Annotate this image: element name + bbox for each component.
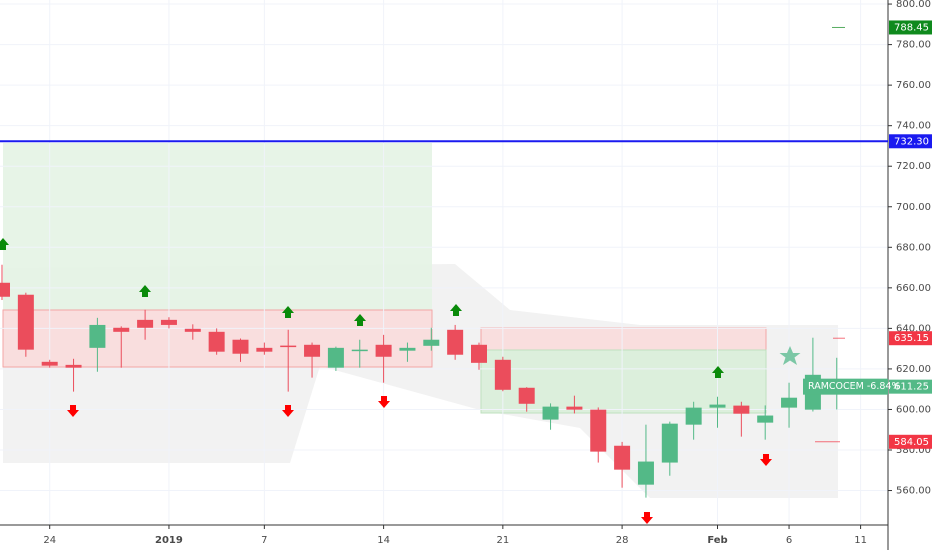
- y-tick-label: 680.00: [896, 242, 931, 253]
- candle-body: [661, 423, 678, 463]
- candle-body: [89, 324, 106, 348]
- zones: [2, 143, 838, 498]
- price-tag-label: 611.25: [894, 382, 929, 393]
- candle-body: [113, 327, 130, 332]
- candle-body: [685, 407, 702, 425]
- candle-body: [137, 319, 154, 328]
- x-tick-label: 6: [786, 535, 792, 546]
- price-tag: [889, 20, 932, 35]
- candle-body: [781, 397, 798, 408]
- candle-body: [637, 461, 654, 485]
- price-tag-label: 732.30: [894, 136, 929, 147]
- x-tick-label: Feb: [707, 535, 727, 546]
- down-arrow: [67, 405, 79, 417]
- ticker-label: RAMCOCEM -6.84%: [808, 381, 900, 392]
- candle-body: [256, 347, 273, 352]
- up-arrow: [139, 285, 151, 297]
- x-tick-label: 7: [261, 535, 267, 546]
- candle-body: [17, 294, 34, 350]
- up-arrow: [450, 304, 462, 316]
- ticker-tag: [803, 378, 888, 395]
- candle-body: [614, 445, 631, 470]
- candle-body: [757, 415, 774, 423]
- y-tick-label: 600.00: [896, 404, 931, 415]
- price-tag-label: 635.15: [894, 333, 929, 344]
- candle-body: [184, 328, 201, 332]
- time-axis: [0, 525, 888, 550]
- star: [779, 346, 801, 365]
- candle-body: [733, 405, 750, 414]
- ticks: 560.00 580.00 600.00 620.00 640.00 660.00 680.…: [43, 0, 931, 546]
- y-tick-label: 660.00: [896, 283, 931, 294]
- up-arrow: [354, 314, 366, 326]
- y-tick-label: 740.00: [896, 121, 931, 132]
- red-zone: [480, 327, 767, 351]
- y-tick-label: 700.00: [896, 202, 931, 213]
- y-tick-label: 620.00: [896, 364, 931, 375]
- candle-body: [0, 282, 10, 297]
- green-zone: [3, 143, 432, 310]
- up-arrow: [712, 366, 724, 378]
- price-tag-label: 788.45: [894, 22, 929, 33]
- y-tick-label: 780.00: [896, 40, 931, 51]
- down-arrow: [641, 512, 653, 524]
- y-tick-label: 800.00: [896, 0, 931, 10]
- up-arrow: [0, 238, 9, 250]
- price-tag-label: 584.05: [894, 437, 929, 448]
- price-tag: [889, 134, 932, 149]
- candle-body: [280, 345, 297, 348]
- candle-body: [542, 406, 559, 420]
- price-tag: [889, 434, 932, 449]
- x-tick-label: 11: [854, 535, 867, 546]
- x-tick-label: 14: [377, 535, 390, 546]
- y-tick-label: 760.00: [896, 80, 931, 91]
- candle-body: [566, 406, 583, 410]
- x-tick-label: 21: [496, 535, 509, 546]
- price-axis: [888, 0, 932, 550]
- candle-body: [494, 359, 511, 390]
- candle-body: [447, 329, 464, 355]
- grid: [0, 0, 888, 525]
- price-tag: [889, 379, 932, 394]
- x-tick-label: 28: [616, 535, 629, 546]
- candle-body: [590, 409, 607, 452]
- y-tick-label: 580.00: [896, 445, 931, 456]
- up-arrow: [282, 306, 294, 318]
- candle-body: [160, 319, 177, 325]
- y-tick-label: 640.00: [896, 323, 931, 334]
- candle-body: [327, 347, 344, 368]
- candle-body: [709, 404, 726, 408]
- candle-body: [232, 339, 249, 354]
- candle-body: [41, 361, 58, 366]
- candles: [0, 264, 845, 498]
- down-arrow: [760, 454, 772, 466]
- arrows: [0, 238, 801, 524]
- candle-body: [399, 347, 416, 351]
- down-arrow: [282, 405, 294, 417]
- candle-body: [351, 349, 368, 352]
- candle-body: [65, 364, 82, 368]
- down-arrow: [378, 396, 390, 408]
- x-tick-label: 2019: [155, 535, 183, 546]
- price-tag: [889, 331, 932, 346]
- x-tick-label: 24: [43, 535, 56, 546]
- candle-body: [304, 344, 321, 357]
- y-tick-label: 720.00: [896, 161, 931, 172]
- candle-body: [423, 339, 440, 346]
- y-tick-label: 560.00: [896, 486, 931, 497]
- candle-body: [518, 387, 535, 404]
- candle-body: [208, 331, 225, 352]
- candle-body: [471, 344, 487, 363]
- candle-body: [375, 344, 392, 357]
